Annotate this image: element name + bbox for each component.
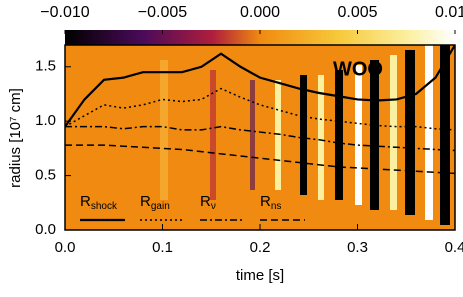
x-axis-label: time [s] [236, 267, 284, 284]
colorbar-tick-label: 0.005 [337, 4, 377, 21]
colorbar-tick-label: 0.000 [240, 4, 280, 21]
series-line [65, 45, 455, 128]
y-tick-label: 0.5 [35, 167, 56, 184]
annotation: WOO [333, 58, 383, 80]
x-tick-label: 0.3 [347, 239, 368, 256]
series-line [65, 125, 455, 152]
x-tick-label: 0.0 [55, 239, 76, 256]
x-tick-label: 0.1 [152, 239, 173, 256]
series-line [65, 87, 455, 131]
x-tick-label: 0.2 [250, 239, 271, 256]
y-tick-label: 1.5 [35, 58, 56, 75]
y-tick-label: 1.0 [35, 112, 56, 129]
colorbar-tick-label: −0.005 [138, 4, 187, 21]
legend-label: Rshock [80, 193, 118, 212]
y-tick-label: 0.0 [35, 221, 56, 238]
legend-label: Rgain [140, 193, 170, 212]
y-axis-label: radius [10⁷ cm] [7, 88, 24, 188]
legend-label: Rν [200, 193, 216, 212]
colorbar-tick-label: −0.010 [40, 4, 89, 21]
legend-label: Rns [260, 193, 281, 212]
colorbar-tick-label: 0.010 [435, 4, 463, 21]
x-tick-label: 0.4 [445, 239, 463, 256]
